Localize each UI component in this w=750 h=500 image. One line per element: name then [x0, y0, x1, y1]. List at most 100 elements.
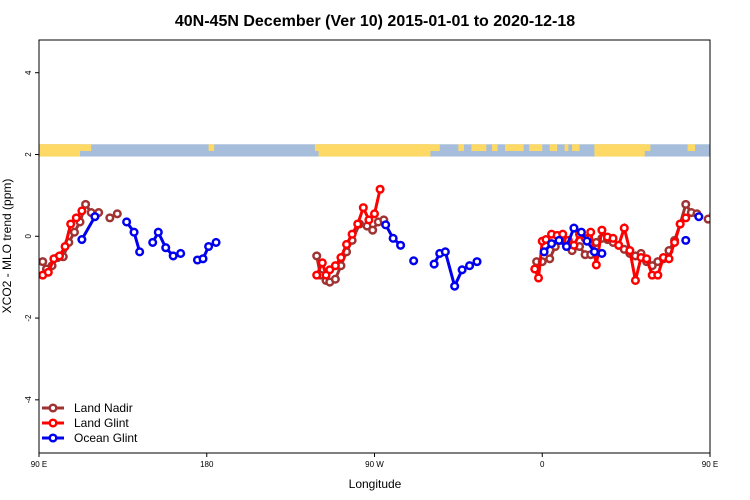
data-point — [77, 206, 87, 216]
data-point — [317, 258, 327, 268]
land-band — [549, 144, 558, 152]
data-point — [112, 209, 122, 219]
chart-title: 40N-45N December (Ver 10) 2015-01-01 to … — [175, 13, 575, 30]
y-axis-label: XCO2 - MLO trend (ppm) — [0, 179, 14, 314]
data-point — [168, 251, 178, 261]
series-2 — [77, 212, 704, 291]
data-point — [630, 275, 640, 285]
x-tick-label: 90 E — [702, 460, 718, 469]
land-band — [318, 144, 431, 157]
data-point — [653, 270, 663, 280]
data-point — [664, 254, 674, 264]
data-point — [122, 217, 132, 227]
data-point — [591, 260, 601, 270]
data-point — [582, 236, 592, 246]
data-point — [545, 254, 555, 264]
data-point — [558, 229, 568, 239]
data-point — [608, 233, 618, 243]
data-point — [597, 225, 607, 235]
land-band — [208, 144, 215, 152]
data-point — [161, 243, 171, 253]
data-point — [409, 256, 419, 266]
data-point — [625, 246, 635, 256]
data-point — [569, 223, 579, 233]
data-point — [71, 213, 81, 223]
data-point — [54, 251, 65, 261]
x-tick-label: 180 — [200, 460, 214, 469]
data-point — [619, 223, 629, 233]
data-point — [539, 247, 549, 257]
legend-swatch-marker — [48, 433, 58, 443]
data-point — [547, 239, 557, 249]
land-band — [564, 144, 569, 152]
data-point — [586, 227, 596, 237]
data-point — [569, 240, 579, 250]
legend-label: Ocean Glint — [74, 431, 138, 445]
x-tick-label: 90 W — [365, 460, 384, 469]
data-point — [330, 261, 340, 271]
data-point — [364, 215, 374, 225]
data-point — [211, 237, 221, 247]
y-axis: -4 -2 0 2 4 — [24, 70, 39, 403]
data-point — [39, 257, 48, 267]
data-point — [450, 281, 460, 291]
data-point — [325, 265, 335, 275]
data-point — [396, 240, 406, 250]
legend-label: Land Glint — [74, 416, 129, 430]
legend-swatch-marker — [48, 403, 58, 413]
data-point — [60, 241, 70, 252]
data-point — [472, 257, 482, 267]
data-point — [681, 235, 691, 245]
x-axis-label: Longitude — [349, 477, 402, 491]
data-point — [198, 254, 208, 264]
legend-label: Land Nadir — [74, 401, 133, 415]
data-point — [66, 219, 76, 229]
data-point — [709, 211, 710, 217]
land-band — [504, 144, 524, 152]
land-band — [491, 144, 498, 152]
data-point — [90, 212, 100, 222]
data-point — [576, 227, 586, 237]
data-point — [703, 214, 710, 224]
land-band — [687, 144, 696, 152]
data-point — [429, 259, 439, 269]
land-band — [529, 144, 543, 152]
series-line — [125, 221, 142, 253]
data-point — [675, 219, 685, 229]
data-point — [681, 199, 691, 209]
data-point — [533, 273, 544, 283]
data-point — [330, 274, 340, 284]
x-tick-label: 90 E — [31, 460, 47, 469]
data-point — [77, 234, 87, 245]
land-ocean-strip — [39, 144, 710, 157]
data-point — [670, 237, 680, 247]
data-point — [694, 212, 704, 222]
land-band — [594, 144, 645, 157]
data-point — [368, 225, 378, 235]
series-1 — [39, 184, 691, 285]
data-point — [589, 247, 599, 257]
land-band — [471, 144, 487, 152]
data-point — [312, 270, 322, 280]
data-point — [614, 240, 624, 250]
data-point — [561, 241, 572, 252]
data-point — [381, 220, 391, 230]
data-point — [457, 265, 467, 275]
y-tick-label: 2 — [24, 152, 33, 157]
data-point — [81, 199, 91, 209]
data-point — [105, 213, 115, 223]
data-point — [541, 234, 551, 245]
data-point — [681, 213, 691, 223]
data-point — [388, 233, 398, 243]
data-point — [341, 239, 352, 250]
x-axis: 90 E 180 90 W 0 90 E — [31, 453, 718, 469]
data-point — [440, 247, 450, 257]
data-point — [554, 235, 564, 245]
data-point — [358, 203, 368, 213]
data-point — [530, 264, 540, 274]
land-band — [39, 144, 81, 157]
land-band — [458, 144, 464, 152]
y-tick-label: 0 — [24, 234, 33, 239]
